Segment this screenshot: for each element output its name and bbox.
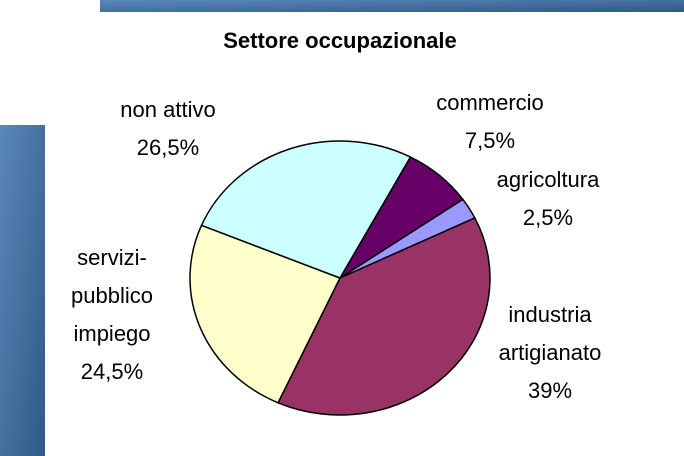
category-label: industria artigianato xyxy=(498,302,602,365)
pie xyxy=(189,140,491,416)
category-label: non attivo xyxy=(120,97,216,122)
category-label: commercio xyxy=(436,90,544,115)
slice-label: industria artigianato 39% xyxy=(499,296,602,410)
value-label: 2,5% xyxy=(522,205,574,230)
value-label: 26,5% xyxy=(136,135,200,160)
chart-title: Settore occupazionale xyxy=(223,28,457,53)
slice-label: non attivo 26,5% xyxy=(120,91,215,167)
category-label: agricoltura xyxy=(496,167,600,192)
slice-label: agricoltura 2,5% xyxy=(497,161,600,237)
value-label: 39% xyxy=(527,378,573,403)
slice-label: commercio 7,5% xyxy=(436,84,544,160)
category-label: servizi- pubblico impiego xyxy=(71,245,153,346)
value-label: 7,5% xyxy=(464,128,516,153)
slice-label: servizi- pubblico impiego 24,5% xyxy=(71,239,153,391)
background-strip xyxy=(100,0,684,12)
value-label: 24,5% xyxy=(80,359,144,384)
background-strip xyxy=(0,125,45,456)
pie-slice xyxy=(277,216,491,416)
pie-slice xyxy=(189,224,342,404)
pie-slice xyxy=(200,140,412,279)
